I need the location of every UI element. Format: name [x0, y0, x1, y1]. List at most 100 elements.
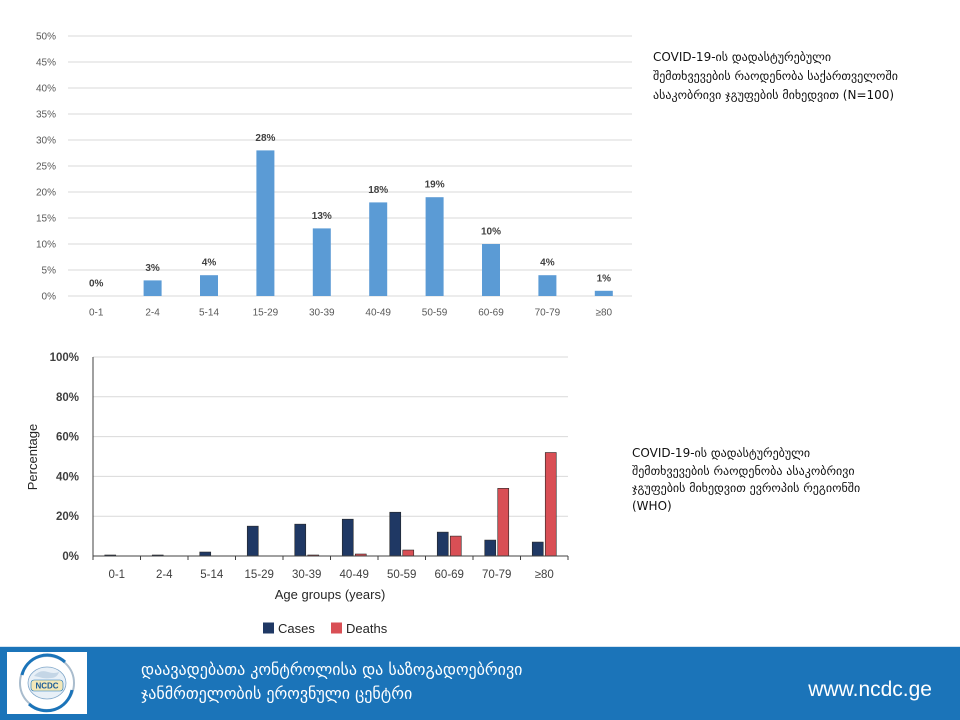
y-tick-label: 15% [36, 214, 56, 225]
bar [538, 275, 557, 296]
data-label: 18% [368, 185, 388, 196]
data-label: 10% [481, 227, 501, 238]
y-tick-label: 40% [56, 471, 79, 483]
x-tick-label: 5-14 [200, 569, 224, 581]
deaths-bar [449, 535, 462, 557]
y-tick-label: 20% [56, 511, 79, 523]
footer-bar: NCDC დაავადებათა კონტროლისა და საზოგადოე… [0, 646, 960, 720]
y-tick-label: 80% [56, 392, 79, 404]
x-tick-label: ≥80 [595, 308, 612, 319]
y-tick-label: 35% [36, 110, 56, 121]
y-axis-title: Percentage [25, 424, 40, 491]
organization-name: დაავადებათა კონტროლისა და საზოგადოებრივი… [141, 658, 522, 706]
caption-line: COVID-19-ის დადასტურებული [653, 50, 832, 64]
legend-label: Cases [278, 621, 315, 636]
y-tick-label: 0% [42, 292, 57, 303]
deaths-bar [544, 452, 557, 557]
y-tick-label: 50% [36, 32, 56, 43]
y-tick-label: 10% [36, 240, 56, 251]
y-tick-label: 25% [36, 162, 56, 173]
cases-bar [246, 525, 259, 557]
bar [425, 197, 444, 296]
ncdc-logo: NCDC [19, 653, 75, 713]
legend-label: Deaths [346, 621, 388, 636]
x-axis-title: Age groups (years) [275, 587, 386, 602]
bar [312, 228, 331, 296]
logo-box: NCDC [7, 652, 87, 714]
legend-item-deaths: Deaths [331, 621, 388, 636]
y-tick-label: 30% [36, 136, 56, 147]
bar [369, 202, 388, 296]
x-tick-label: 2-4 [145, 308, 160, 319]
legend-swatch [263, 622, 274, 634]
caption-line: ასაკობრივი ჯგუფების მიხედვით (N=100) [653, 88, 895, 102]
x-tick-label: 70-79 [482, 569, 511, 581]
y-tick-label: 60% [56, 432, 79, 444]
y-tick-label: 20% [36, 188, 56, 199]
chart-cases-deaths-europe: 0% 20% 40% 60% 80% 100% 0-1 2-4 5-14 15-29 30-39 40… [25, 352, 569, 636]
caption-line: (WHO) [632, 499, 672, 514]
data-label: 0% [89, 279, 104, 290]
x-tick-label: 2-4 [156, 569, 173, 581]
logo-label-badge [30, 679, 64, 692]
y-tick-label: 0% [62, 551, 79, 563]
x-tick-label: 0-1 [89, 308, 104, 319]
cases-bar [531, 541, 544, 557]
data-label: 4% [540, 258, 555, 269]
data-label: 28% [255, 133, 275, 144]
cases-bar [341, 518, 354, 557]
website-text: www.ncdc.ge [808, 678, 932, 701]
legend-swatch [331, 622, 342, 634]
x-tick-label: ≥80 [535, 569, 554, 581]
bar [256, 150, 275, 296]
logo-swirl-bottom [27, 689, 74, 713]
x-tick-label: 15-29 [253, 308, 279, 319]
caption-line: ჯგუფების მიხედვით ევროპის რეგიონში [632, 481, 861, 496]
bar [482, 244, 500, 296]
x-tick-label: 40-49 [365, 308, 391, 319]
cases-bar [484, 539, 497, 557]
x-tick-label: 60-69 [435, 569, 464, 581]
data-label: 19% [425, 180, 445, 191]
chart-age-distribution-georgia: 0% 5% 10% 15% 20% 25% 30% 35% 40% 45% 50% 0% 0-1 3% 2-… [36, 32, 632, 319]
logo-text: NCDC [35, 682, 58, 691]
x-tick-label: 0-1 [108, 569, 125, 581]
deaths-bar [497, 488, 510, 557]
caption-line: შემთხვევების რაოდენობა ასაკობრივი [632, 463, 855, 478]
org-name-line: ჯანმრთელობის ეროვნული ცენტრი [141, 684, 413, 703]
data-label: 4% [202, 258, 217, 269]
x-tick-label: 50-59 [387, 569, 416, 581]
caption-georgia-chart: COVID-19-ის დადასტურებული შემთხვევების რ… [653, 48, 898, 105]
cases-bar [199, 551, 212, 557]
y-tick-label: 40% [36, 84, 56, 95]
y-tick-label: 45% [36, 58, 56, 69]
cases-bar [294, 523, 307, 557]
legend-item-cases: Cases [263, 621, 315, 636]
x-tick-label: 30-39 [309, 308, 335, 319]
caption-europe-chart: COVID-19-ის დადასტურებული შემთხვევების რ… [632, 445, 860, 516]
logo-map-shape [34, 671, 59, 679]
deaths-bar [402, 549, 415, 557]
x-tick-label: 15-29 [245, 569, 274, 581]
x-tick-label: 30-39 [292, 569, 321, 581]
bar [143, 280, 162, 296]
org-name-line: დაავადებათა კონტროლისა და საზოგადოებრივი [141, 660, 523, 679]
y-tick-label: 5% [42, 266, 57, 277]
x-tick-label: 50-59 [422, 308, 448, 319]
x-tick-label: 40-49 [340, 569, 369, 581]
caption-line: COVID-19-ის დადასტურებული [632, 446, 811, 460]
bar [200, 275, 218, 296]
bar [594, 290, 613, 296]
x-tick-label: 5-14 [199, 308, 219, 319]
data-label: 3% [145, 263, 160, 274]
charts-canvas: 0% 5% 10% 15% 20% 25% 30% 35% 40% 45% 50% 0% 0-1 3% 2-… [25, 32, 632, 636]
cases-bar [436, 531, 449, 557]
x-tick-label: 60-69 [478, 308, 504, 319]
y-tick-label: 100% [50, 352, 79, 364]
cases-bar [389, 511, 402, 557]
data-label: 13% [312, 211, 332, 222]
caption-line: შემთხვევების რაოდენობა საქართველოში [653, 69, 898, 83]
logo-swirl-top [20, 653, 67, 676]
data-label: 1% [597, 273, 612, 284]
